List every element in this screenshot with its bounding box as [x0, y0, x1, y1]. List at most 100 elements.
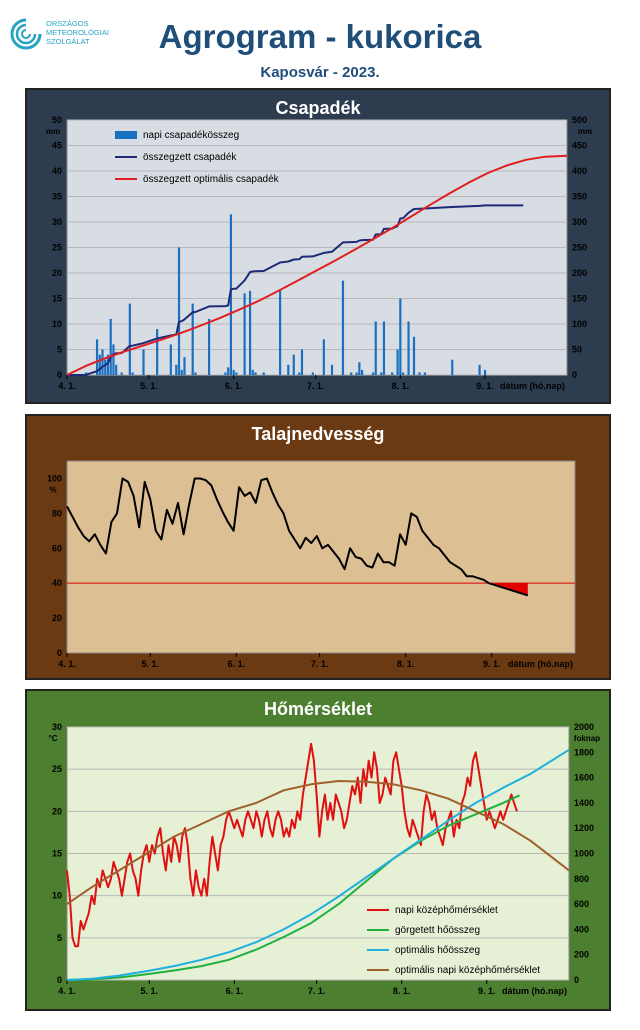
- swirl-logo-icon: [10, 18, 42, 50]
- precip-bar: [183, 357, 186, 375]
- chart-title: Talajnedvesség: [252, 424, 385, 444]
- y-axis-unit: mm: [46, 127, 60, 136]
- precip-bar: [382, 321, 386, 375]
- y-tick-label: 15: [52, 849, 62, 859]
- y-tick-label: 20: [52, 613, 62, 623]
- y-axis-unit: °C: [49, 734, 58, 743]
- y2-axis-unit: mm: [578, 127, 592, 136]
- precip-bar: [180, 369, 183, 375]
- y2-tick-label: 300: [572, 217, 587, 227]
- precip-bar: [355, 372, 358, 375]
- precip-bar: [243, 293, 246, 375]
- precip-bar: [169, 344, 172, 375]
- y2-tick-label: 600: [574, 899, 589, 909]
- y2-tick-label: 100: [572, 319, 587, 329]
- y2-tick-label: 1600: [574, 773, 594, 783]
- y2-tick-label: 1000: [574, 849, 594, 859]
- y2-tick-label: 250: [572, 243, 587, 253]
- y-tick-label: 0: [57, 975, 62, 985]
- y2-tick-label: 200: [574, 950, 589, 960]
- x-tick-label: 7. 1.: [307, 381, 325, 391]
- x-tick-label: 8. 1.: [393, 986, 411, 996]
- x-tick-label: 4. 1.: [58, 986, 76, 996]
- precip-bar: [224, 372, 227, 375]
- y2-tick-label: 800: [574, 874, 589, 884]
- precip-bar: [287, 364, 290, 375]
- legend-label: összegzett csapadék: [143, 152, 237, 163]
- x-tick-label: 4. 1.: [58, 381, 76, 391]
- precip-bar: [227, 367, 230, 375]
- precip-bar: [95, 339, 99, 375]
- series-line-3: [66, 780, 570, 905]
- x-tick-label: 6. 1.: [225, 381, 243, 391]
- series-line-1: [66, 794, 521, 981]
- precip-bar: [109, 318, 112, 375]
- y-tick-label: 80: [52, 508, 62, 518]
- precip-bar: [101, 349, 104, 375]
- legend-label: összegzett optimális csapadék: [143, 174, 280, 185]
- omsz-logo: ORSZÁGOS METEOROLÓGIAI SZOLGÁLAT: [8, 14, 118, 54]
- chart-legend: napi csapadékösszeg összegzett csapadék ös…: [115, 130, 280, 185]
- precip-bar: [350, 372, 353, 375]
- precip-bar: [191, 303, 194, 375]
- page-title: Agrogram - kukorica: [158, 18, 482, 55]
- precip-bar: [483, 369, 487, 375]
- precip-bar: [175, 364, 178, 375]
- soil-moisture-chart: Talajnedvesség 0 20 40 60 80 100% 4. 1. 5. 1. 6. …: [47, 424, 576, 669]
- x-tick-label: 7. 1.: [308, 986, 326, 996]
- y2-tick-label: 50: [572, 345, 582, 355]
- precip-bar: [232, 369, 235, 375]
- logo-line-3: SZOLGÁLAT: [46, 37, 90, 46]
- precip-bar: [248, 290, 252, 375]
- y2-tick-label: 0: [574, 975, 579, 985]
- series-line-0: [66, 742, 518, 948]
- y2-tick-label: 400: [574, 924, 589, 934]
- precip-bar: [251, 369, 254, 375]
- precip-bar: [374, 321, 377, 375]
- y-tick-label: 25: [52, 243, 62, 253]
- y-tick-label: 60: [52, 543, 62, 553]
- y-tick-label: 0: [57, 370, 62, 380]
- precip-bar: [322, 339, 325, 375]
- y-tick-label: 15: [52, 294, 62, 304]
- y2-tick-label: 150: [572, 294, 587, 304]
- y2-tick-label: 400: [572, 166, 587, 176]
- precipitation-chart: Csapadék05101520253035404550050100150200…: [46, 98, 592, 391]
- y-tick-label: 25: [52, 764, 62, 774]
- precip-bar: [360, 369, 364, 375]
- precip-bar: [341, 280, 345, 375]
- precip-bar: [235, 372, 238, 375]
- precip-bar: [451, 359, 454, 375]
- y-tick-label: 100: [47, 473, 62, 483]
- y2-tick-label: 450: [572, 141, 587, 151]
- y-axis-unit: %: [49, 485, 56, 494]
- y-tick-label: 30: [52, 217, 62, 227]
- x-tick-label: 7. 1.: [311, 659, 329, 669]
- chart-title: Hőmérséklet: [264, 699, 372, 719]
- y-tick-label: 50: [52, 115, 62, 125]
- x-tick-label: 5. 1.: [140, 381, 158, 391]
- y-tick-label: 35: [52, 192, 62, 202]
- y-tick-label: 0: [57, 648, 62, 658]
- precip-bar: [401, 372, 405, 375]
- y2-tick-label: 1800: [574, 747, 594, 757]
- precip-bar: [330, 364, 334, 375]
- precip-bar: [254, 372, 257, 375]
- y-tick-label: 40: [52, 166, 62, 176]
- legend-label: napi csapadékösszeg: [143, 130, 239, 141]
- precip-bar: [142, 349, 145, 375]
- precip-bar: [177, 247, 181, 375]
- legend-label: optimális hőösszeg: [395, 945, 480, 956]
- logo-line-2: METEOROLÓGIAI: [46, 28, 109, 37]
- precip-bar: [292, 354, 295, 375]
- y2-axis-unit: foknap: [574, 734, 600, 743]
- precip-bar: [106, 354, 110, 375]
- series-line-0: [66, 477, 529, 597]
- chart-title: Csapadék: [275, 98, 361, 118]
- legend-swatch: [115, 131, 137, 139]
- precip-bar: [399, 298, 402, 375]
- x-axis-label: dátum (hó.nap): [500, 381, 565, 391]
- x-axis-label: dátum (hó.nap): [502, 986, 567, 996]
- temperature-chart: Hőmérséklet 0 5 10 15 20 25 30 0 200 400 600 800 1000…: [49, 699, 601, 996]
- temperature-panel: Hőmérséklet 0 5 10 15 20 25 30 0 200 400 600 800 1000…: [25, 689, 611, 1011]
